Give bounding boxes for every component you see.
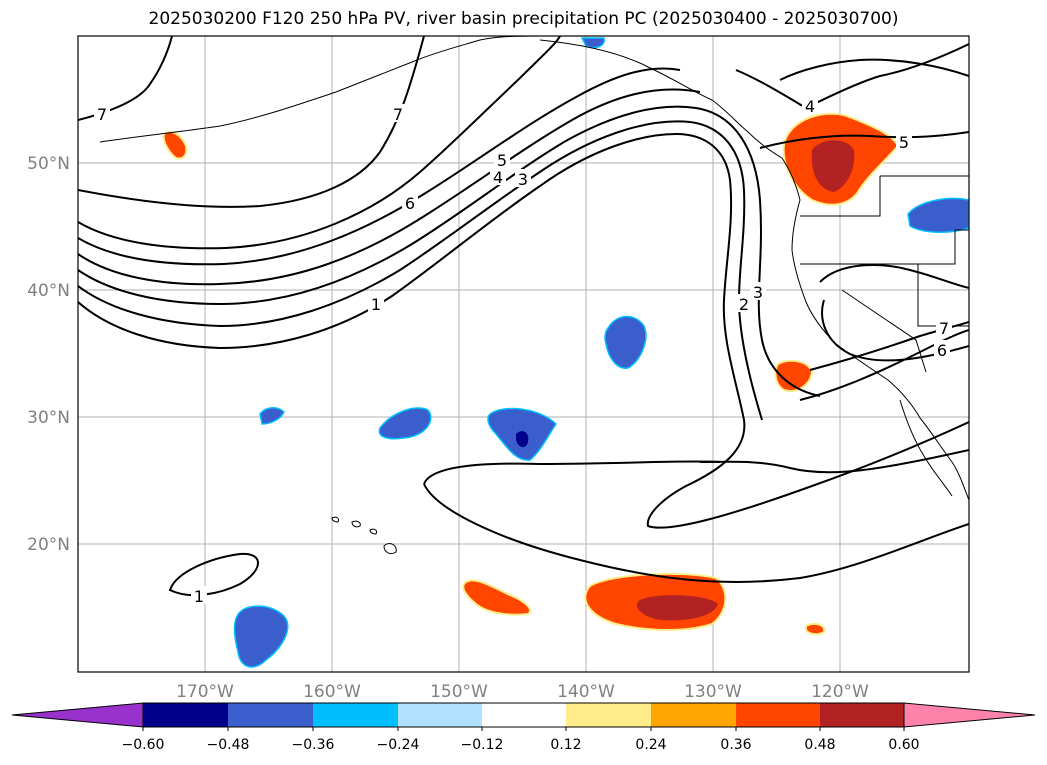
colorbar-tick-label: 0.24	[635, 737, 666, 753]
colorbar-max-extension	[903, 702, 1036, 728]
orange-blob-172w-51n	[162, 130, 188, 160]
alaska-coast	[539, 39, 783, 159]
colorbar-segment	[651, 703, 736, 727]
blue-blob-137w-36n	[604, 315, 647, 369]
pv-label: 3	[518, 170, 528, 189]
hawaii-1	[383, 543, 397, 555]
lat-label: 30°N	[27, 408, 70, 428]
longitude-labels: 170°W 160°W 150°W 140°W 130°W 120°W	[176, 682, 869, 702]
state-border-1	[800, 176, 881, 217]
pv-contour-2	[78, 120, 763, 421]
colorbar-tick-label: 0.36	[720, 737, 751, 753]
colorbar-segment	[398, 703, 482, 727]
pv-label: 7	[939, 319, 949, 338]
pv-label: 4	[493, 168, 503, 187]
lon-label: 160°W	[303, 682, 361, 702]
pv-label: 5	[899, 133, 909, 152]
colorbar-tick-label: −0.60	[122, 737, 165, 753]
aleutian-chain	[99, 36, 541, 143]
pv-contour-north-4	[735, 43, 969, 110]
lon-label: 120°W	[811, 682, 869, 702]
blue-blob-165w-30n	[259, 407, 285, 425]
pv-contour-east-inner	[819, 264, 969, 289]
lon-label: 130°W	[684, 682, 742, 702]
pv-label: 1	[371, 295, 381, 314]
colorbar-segment	[228, 703, 313, 727]
contour-labels: 7 7 6 5 4 3 1 3 2 4 5	[94, 96, 952, 606]
pv-label: 2	[739, 295, 749, 314]
colorbar-tick-label: 0.48	[804, 737, 835, 753]
positive-anomaly-blobs	[162, 112, 900, 636]
lat-label: 50°N	[27, 154, 70, 174]
pv-label: 3	[753, 283, 763, 302]
colorbar-tick-label: −0.24	[377, 737, 420, 753]
red-core-121w-50n	[811, 140, 855, 192]
latitude-labels: 50°N 40°N 30°N 20°N	[27, 154, 70, 555]
map-frame	[77, 35, 970, 673]
blue-blob-140w-59n	[580, 37, 605, 49]
orange-blob-122w-14n	[805, 623, 826, 636]
pv-contour-east-loop	[821, 299, 969, 362]
colorbar-tick-label: 0.60	[888, 737, 919, 753]
colorbar-tick-label: −0.36	[292, 737, 335, 753]
colorbar-tick-label: 0.12	[550, 737, 581, 753]
pv-label: 1	[194, 587, 204, 606]
hawaii-4	[369, 528, 377, 535]
pv-label: 5	[497, 151, 507, 170]
lon-label: 150°W	[430, 682, 488, 702]
lat-label: 40°N	[27, 281, 70, 301]
map-title: 2025030200 F120 250 hPa PV, river basin …	[148, 9, 899, 29]
lon-label: 170°W	[176, 682, 234, 702]
blue-blob-113w-47n	[907, 197, 969, 233]
pv-contour-north-5	[759, 131, 969, 149]
hawaii-2	[351, 520, 361, 528]
baja-california	[899, 399, 953, 497]
pv-contour-1-south	[423, 483, 969, 583]
pv-contour-5	[78, 67, 681, 266]
pv-label: 4	[805, 97, 815, 116]
negative-anomaly-blobs	[233, 37, 969, 668]
colorbar-segment	[736, 703, 820, 727]
pv-contour-1-return	[423, 460, 721, 485]
pv-contour-east-6	[799, 329, 969, 401]
colorbar-tick-label: −0.48	[207, 737, 250, 753]
pv-contour-4	[78, 88, 701, 286]
colorbar-segment	[820, 703, 904, 727]
pv-contour-north-arc	[779, 58, 969, 81]
blue-blob-154w-29n	[378, 407, 432, 440]
pv-contour-hawaii-north	[699, 449, 969, 474]
colorbar-segment	[566, 703, 651, 727]
pv-contour-east-7	[809, 321, 969, 371]
colorbar: −0.60 −0.48 −0.36 −0.24 −0.12 0.12 0.24 …	[11, 702, 1036, 753]
dark-blue-core	[516, 431, 529, 448]
colorbar-min-extension	[11, 702, 144, 728]
lat-label: 20°N	[27, 535, 70, 555]
pv-contours	[78, 36, 969, 597]
pv-label: 6	[937, 341, 947, 360]
state-border-4	[841, 289, 927, 373]
state-border-2	[800, 229, 969, 265]
hawaii-3	[331, 516, 339, 523]
pv-contour-6	[78, 36, 561, 250]
colorbar-segment	[313, 703, 398, 727]
pv-label: 6	[405, 194, 415, 213]
colorbar-segment	[143, 703, 228, 727]
pv-label: 7	[97, 105, 107, 124]
map-panel: 7 7 6 5 4 3 1 3 2 4 5	[77, 35, 970, 673]
lon-label: 140°W	[557, 682, 615, 702]
pv-label: 7	[393, 105, 403, 124]
blue-blob-168w-15n	[233, 605, 289, 668]
orange-blob-148w-16n	[462, 579, 531, 616]
colorbar-segment	[482, 703, 566, 727]
pv-contour-1-west	[78, 132, 969, 529]
colorbar-tick-label: −0.12	[461, 737, 504, 753]
red-core-133w-15n	[636, 595, 718, 621]
colorbar-ticks: −0.60 −0.48 −0.36 −0.24 −0.12 0.12 0.24 …	[122, 737, 920, 753]
orange-blob-125w-33n	[774, 359, 814, 392]
